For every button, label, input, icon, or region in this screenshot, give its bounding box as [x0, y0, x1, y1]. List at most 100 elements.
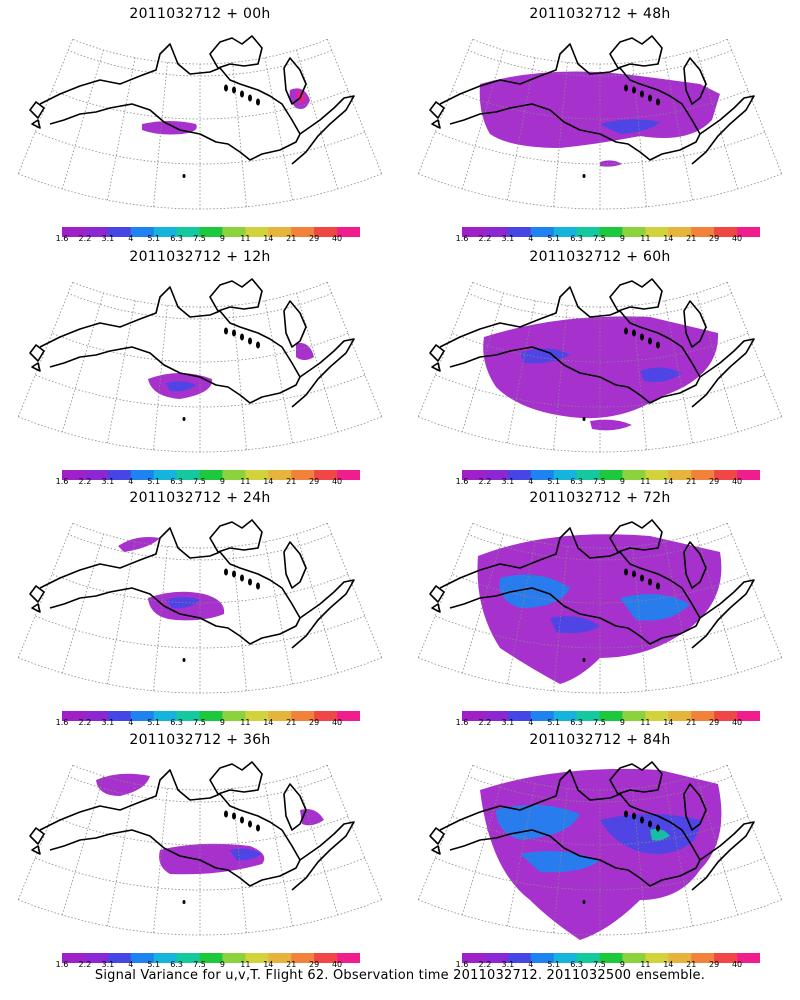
colorbar-label: 11 — [240, 960, 251, 969]
colorbar-swatch — [153, 711, 178, 721]
colorbar-label: 21 — [286, 477, 297, 486]
colorbar-swatch — [599, 711, 623, 721]
colorbar-label: 11 — [640, 718, 651, 727]
colorbar-label: 7.5 — [193, 960, 206, 969]
polar-map — [417, 278, 783, 453]
colorbar-swatch — [737, 953, 761, 963]
variance-shading — [142, 88, 310, 135]
variance-contour — [590, 419, 632, 431]
colorbar-swatch — [599, 227, 623, 237]
colorbar-label: 1.6 — [55, 234, 69, 243]
colorbar-label: 4 — [528, 234, 534, 243]
colorbar-label: 40 — [331, 234, 343, 243]
colorbar-swatch — [462, 711, 486, 721]
colorbar-swatch — [107, 711, 132, 721]
colorbar-label: 5.1 — [547, 718, 561, 727]
colorbar-swatch — [314, 953, 338, 963]
colorbar-label: 4 — [128, 718, 134, 727]
colorbar-label: 11 — [240, 477, 251, 486]
colorbar-label: 29 — [709, 960, 720, 969]
colorbar-swatch — [668, 470, 692, 480]
coastline — [429, 761, 755, 904]
variance-contour — [300, 809, 324, 826]
colorbar-label: 1.6 — [455, 960, 469, 969]
colorbar-label: 1.6 — [55, 960, 69, 969]
colorbar-swatch — [291, 470, 315, 480]
colorbar-label: 2.2 — [478, 477, 492, 486]
colorbar-label: 3.1 — [101, 718, 115, 727]
colorbar: 1.6 2.2 3.1 4 5.1 6.3 7.5 9 11 14 21 29 40 — [56, 948, 361, 969]
colorbar-label: 40 — [331, 477, 343, 486]
colorbar-label: 5.1 — [147, 234, 161, 243]
colorbar-label: 40 — [731, 477, 743, 486]
colorbar-label: 7.5 — [593, 960, 606, 969]
colorbar-label: 6.3 — [570, 718, 583, 727]
variance-contour — [296, 342, 314, 360]
colorbar-swatch — [576, 953, 601, 963]
map-graticule — [17, 522, 383, 694]
colorbar-swatch — [530, 953, 555, 963]
colorbar-swatch — [130, 470, 155, 480]
variance-shading — [118, 537, 225, 621]
colorbar-swatch — [645, 953, 669, 963]
colorbar-label: 9 — [219, 960, 225, 969]
colorbar-label: 14 — [663, 960, 674, 969]
colorbar-swatch — [714, 470, 738, 480]
colorbar-label: 5.1 — [147, 960, 161, 969]
colorbar-swatch — [337, 953, 361, 963]
variance-contour — [230, 848, 262, 861]
forecast-panel: 2011032712 + 72h 1.6 2.2 3.1 4 5.1 6.3 7.5 9 11 14… — [400, 484, 800, 734]
colorbar-swatch — [62, 470, 86, 480]
colorbar-label: 3.1 — [501, 960, 515, 969]
colorbar-swatch — [622, 227, 646, 237]
colorbar-label: 11 — [640, 477, 651, 486]
colorbar-swatch — [622, 953, 646, 963]
colorbar-label: 14 — [263, 477, 274, 486]
colorbar-label: 14 — [663, 477, 674, 486]
colorbar-label: 40 — [331, 960, 343, 969]
colorbar-swatch — [484, 470, 509, 480]
colorbar-swatch — [645, 711, 669, 721]
polar-map — [417, 761, 783, 940]
forecast-panel: 2011032712 + 24h 1.6 2.2 3.1 4 5.1 6.3 7.5 9 11 14… — [0, 484, 400, 734]
variance-shading — [483, 316, 719, 431]
coastline — [429, 35, 755, 178]
colorbar-swatch — [176, 227, 201, 237]
colorbar-swatch — [268, 227, 292, 237]
colorbar-label: 6.3 — [170, 477, 183, 486]
colorbar-swatch — [268, 470, 292, 480]
colorbar-swatch — [507, 227, 532, 237]
colorbar-swatch — [222, 470, 246, 480]
colorbar-label: 9 — [619, 960, 625, 969]
colorbar: 1.6 2.2 3.1 4 5.1 6.3 7.5 9 11 14 21 29 40 — [56, 706, 361, 727]
colorbar-swatch — [222, 227, 246, 237]
colorbar-swatch — [107, 227, 132, 237]
colorbar-label: 7.5 — [593, 234, 606, 243]
colorbar-swatch — [245, 227, 269, 237]
panel-title: 2011032712 + 24h — [129, 490, 271, 506]
colorbar-label: 40 — [731, 718, 743, 727]
colorbar-label: 14 — [263, 234, 274, 243]
colorbar-swatch — [622, 711, 646, 721]
colorbar-label: 9 — [219, 718, 225, 727]
colorbar-label: 7.5 — [193, 477, 206, 486]
polar-map — [17, 278, 383, 453]
colorbar-label: 4 — [128, 477, 134, 486]
colorbar-label: 29 — [309, 718, 320, 727]
colorbar-label: 2.2 — [78, 960, 92, 969]
coastline — [429, 278, 755, 421]
colorbar-label: 4 — [528, 477, 534, 486]
colorbar-swatch — [222, 953, 246, 963]
colorbar-label: 2.2 — [478, 234, 492, 243]
colorbar-label: 11 — [640, 960, 651, 969]
colorbar-label: 14 — [263, 960, 274, 969]
colorbar-swatch — [553, 953, 578, 963]
colorbar-label: 7.5 — [193, 234, 206, 243]
colorbar-label: 40 — [731, 960, 743, 969]
colorbar-swatch — [84, 711, 109, 721]
map-graticule — [417, 38, 783, 210]
panel-title: 2011032712 + 60h — [529, 249, 671, 265]
polar-map — [17, 35, 383, 210]
colorbar-label: 6.3 — [570, 234, 583, 243]
colorbar-label: 11 — [240, 234, 251, 243]
